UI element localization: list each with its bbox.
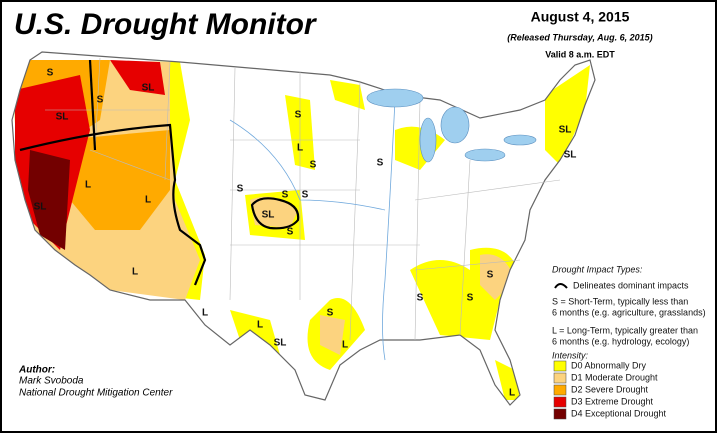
intensity-swatch — [553, 360, 567, 372]
drought-area — [250, 196, 298, 228]
us-outline — [11, 51, 596, 406]
impact-label: L — [145, 195, 151, 206]
intensity-swatch — [553, 396, 567, 408]
impact-label: L — [132, 267, 138, 278]
impact-label: S — [97, 95, 104, 106]
great-lakes — [366, 88, 537, 163]
author-name: Mark Svoboda — [19, 376, 84, 387]
author-heading: Author: — [18, 365, 55, 376]
title: U.S. Drought Monitor — [14, 8, 318, 41]
drought-area — [320, 315, 345, 355]
intensity-title: Intensity: — [552, 350, 589, 360]
impact-label: S — [327, 308, 334, 319]
legend: Drought Impact Types: Delineates dominan… — [552, 264, 706, 420]
intensity-swatch — [553, 408, 567, 420]
impact-label: S — [467, 293, 474, 304]
impact-boundaries — [19, 59, 300, 286]
intensity-label: D3 Extreme Drought — [571, 396, 654, 406]
intensity-label: D0 Abnormally Dry — [571, 360, 647, 370]
impact-label: S — [302, 190, 309, 201]
state-lines — [45, 57, 561, 341]
short-term: 6 months (e.g. agriculture, grasslands) — [552, 307, 706, 317]
impact-title: Drought Impact Types: — [552, 264, 643, 274]
impact-label: S — [282, 190, 289, 201]
date: August 4, 2015 — [531, 9, 630, 25]
released: (Released Thursday, Aug. 6, 2015) — [507, 32, 652, 42]
impact-label: SL — [274, 338, 287, 349]
impact-label: S — [295, 110, 302, 121]
impact-label: S — [377, 158, 384, 169]
impact-label: SL — [142, 83, 155, 94]
impact-label: L — [202, 308, 208, 319]
impact-label: S — [417, 293, 424, 304]
intensity-label: D2 Severe Drought — [571, 384, 649, 394]
rivers — [229, 99, 396, 361]
long-term: L = Long-Term, typically greater than — [552, 325, 698, 335]
drought-area — [545, 65, 590, 165]
delineates: Delineates dominant impacts — [573, 280, 689, 290]
impact-label: L — [509, 388, 515, 399]
delineate-symbol — [554, 283, 568, 289]
drought-area — [28, 150, 70, 250]
impact-label: S — [237, 184, 244, 195]
drought-area — [330, 80, 365, 110]
impact-label: SL — [56, 112, 69, 123]
intensity-swatch — [553, 372, 567, 384]
impact-label: L — [297, 143, 303, 154]
impact-label: S — [287, 227, 294, 238]
impact-label: S — [310, 160, 317, 171]
impact-label: SL — [262, 210, 275, 221]
impact-label: SL — [34, 202, 47, 213]
valid: Valid 8 a.m. EDT — [545, 49, 615, 59]
impact-label: S — [47, 68, 54, 79]
impact-label: S — [487, 270, 494, 281]
intensity-label: D1 Moderate Drought — [571, 372, 658, 382]
drought-area — [60, 130, 170, 230]
impact-label: L — [257, 320, 263, 331]
short-term: S = Short-Term, typically less than — [552, 296, 688, 306]
long-term: 6 months (e.g. hydrology, ecology) — [552, 336, 689, 346]
impact-label: SL — [559, 125, 572, 136]
drought-area — [110, 60, 165, 95]
impact-label: SL — [564, 150, 577, 161]
impact-label: L — [342, 340, 348, 351]
impact-label: L — [85, 180, 91, 191]
intensity-label: D4 Exceptional Drought — [571, 408, 667, 418]
author-org: National Drought Mitigation Center — [19, 388, 173, 399]
intensity-swatch — [553, 384, 567, 396]
